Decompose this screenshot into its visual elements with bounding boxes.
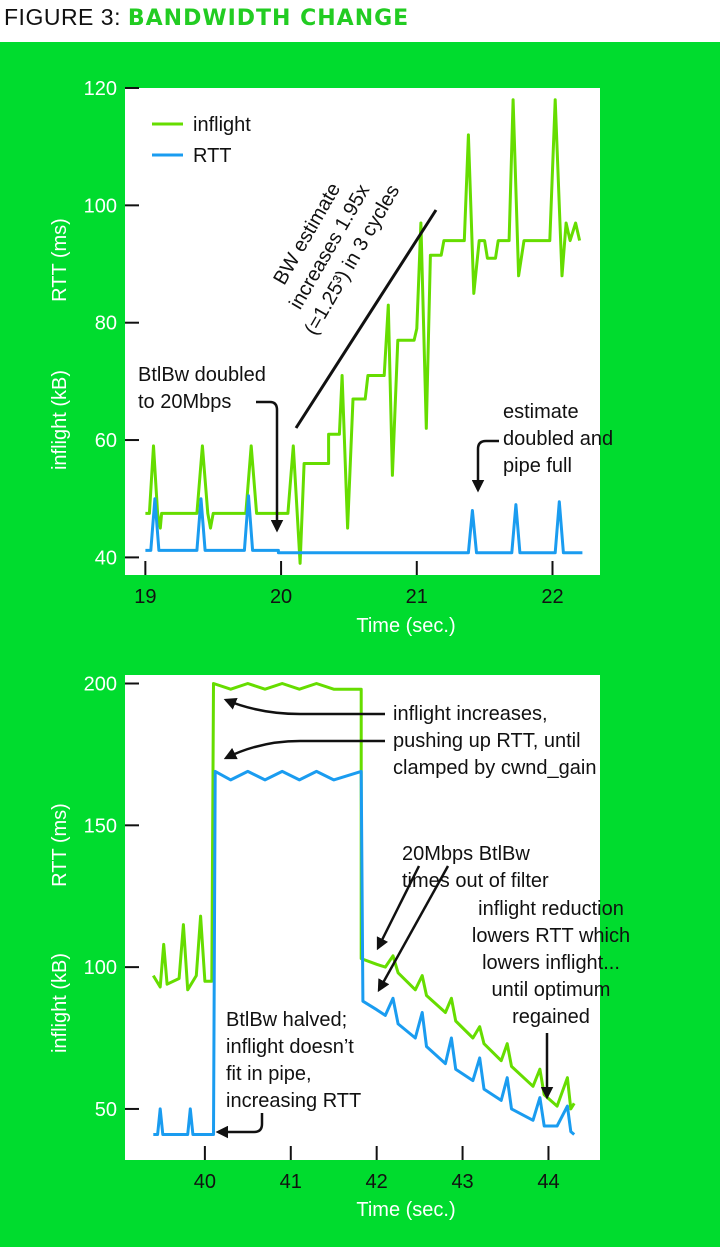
x-tick-label: 41 xyxy=(280,1171,302,1193)
annotation-inflight-increases: pushing up RTT, until xyxy=(393,730,581,752)
annotation-line: until optimum xyxy=(492,979,611,1001)
annotation-line: inflight doesn’t xyxy=(226,1036,354,1058)
annotation-estimate-doubled: pipe full xyxy=(503,455,572,477)
chart-2: 50 100 150 200 40 41 42 43 44 RTT (ms) inflight … xyxy=(49,674,630,1221)
annotation-line: lowers RTT which xyxy=(472,925,630,947)
legend-label-inflight: inflight xyxy=(193,114,251,136)
arrow-icon xyxy=(377,865,450,993)
x-tick-label: 44 xyxy=(537,1171,559,1193)
series-line-inflight xyxy=(152,682,576,1111)
arrow-icon xyxy=(256,400,284,533)
annotation-line: increasing RTT xyxy=(226,1090,361,1112)
y-axis-label-inflight: inflight (kB) xyxy=(49,370,71,470)
x-tick-label: 40 xyxy=(194,1171,216,1193)
annotation-inflight-increases: inflight increases, xyxy=(393,703,548,725)
x-tick-label: 42 xyxy=(366,1171,388,1193)
figure-label: FIGURE 3: xyxy=(4,4,121,30)
y-tick-label: 200 xyxy=(84,674,117,696)
series-line-rtt xyxy=(145,494,583,555)
x-axis-label: Time (sec.) xyxy=(356,615,455,637)
chart-1: 40 60 80 100 120 19 20 21 22 RTT (ms) inflight (… xyxy=(49,78,613,637)
x-tick-label: 43 xyxy=(451,1171,473,1193)
legend: inflight RTT xyxy=(152,114,251,167)
arrow-icon xyxy=(223,739,385,760)
y-tick-label: 100 xyxy=(84,195,117,217)
annotation-btlbw-timeout: 20Mbps BtlBw xyxy=(402,843,530,865)
y-tick-label: 80 xyxy=(95,313,117,335)
annotation-inflight-increases: clamped by cwnd_gain xyxy=(393,757,596,779)
annotation-estimate-doubled: estimate xyxy=(503,401,579,423)
y-tick-label: 120 xyxy=(84,78,117,100)
y-tick-label: 150 xyxy=(84,815,117,837)
y-axis-label-rtt: RTT (ms) xyxy=(49,218,71,302)
series-line-inflight xyxy=(145,98,582,565)
arrow-icon xyxy=(471,439,499,493)
x-tick-label: 21 xyxy=(406,586,428,608)
y-tick-label: 50 xyxy=(95,1099,117,1121)
y-axis-label-inflight: inflight (kB) xyxy=(49,953,71,1053)
y-tick-label: 100 xyxy=(84,957,117,979)
figure-title-text: BANDWIDTH CHANGE xyxy=(127,6,410,31)
x-axis-label: Time (sec.) xyxy=(356,1199,455,1221)
y-tick-label: 40 xyxy=(95,547,117,569)
figure-title: FIGURE 3: BANDWIDTH CHANGE xyxy=(4,4,409,31)
legend-label-rtt: RTT xyxy=(193,145,232,167)
annotation-line: fit in pipe, xyxy=(226,1063,312,1085)
annotation-line: lowers inflight... xyxy=(482,952,620,974)
annotation-btlbw-doubled: BtlBw doubled xyxy=(138,364,266,386)
y-axis-label-rtt: RTT (ms) xyxy=(49,803,71,887)
x-tick-label: 22 xyxy=(541,586,563,608)
annotation-btlbw-timeout: times out of filter xyxy=(402,870,549,892)
arrow-icon xyxy=(223,698,385,716)
series-line-rtt xyxy=(153,769,576,1136)
annotation-line: BtlBw halved; xyxy=(226,1009,347,1031)
annotation-inflight-reduction: inflight reduction lowers RTT which lowe… xyxy=(472,898,630,1028)
arrow-icon xyxy=(215,1113,264,1139)
annotation-estimate-doubled: doubled and xyxy=(503,428,613,450)
bw-estimate-line xyxy=(294,209,438,429)
x-tick-label: 20 xyxy=(270,586,292,608)
annotation-line: inflight reduction xyxy=(478,898,624,920)
annotation-line: regained xyxy=(512,1006,590,1028)
y-tick-label: 60 xyxy=(95,430,117,452)
x-tick-label: 19 xyxy=(134,586,156,608)
plot-area-1 xyxy=(125,88,600,575)
annotation-btlbw-halved: BtlBw halved; inflight doesn’t fit in pi… xyxy=(226,1009,361,1112)
annotation-btlbw-doubled: to 20Mbps xyxy=(138,391,231,413)
arrow-icon xyxy=(376,865,421,951)
figure-header: FIGURE 3: BANDWIDTH CHANGE xyxy=(0,0,720,42)
